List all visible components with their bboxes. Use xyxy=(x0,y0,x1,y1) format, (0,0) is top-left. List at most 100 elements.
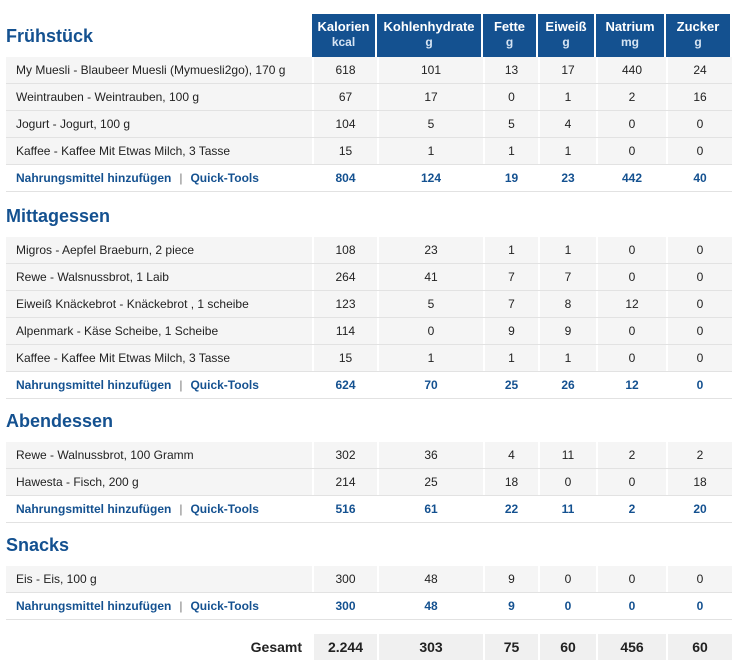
nutrient-value: 9 xyxy=(538,318,596,344)
meal-total-value: 23 xyxy=(538,165,596,191)
food-name[interactable]: Weintrauben - Weintrauben, 100 g xyxy=(6,84,312,110)
grand-total-value: 60 xyxy=(666,634,732,660)
nutrient-value: 24 xyxy=(666,57,732,83)
food-name[interactable]: Migros - Aepfel Braeburn, 2 piece xyxy=(6,237,312,263)
food-name[interactable]: My Muesli - Blaubeer Muesli (Mymuesli2go… xyxy=(6,57,312,83)
quick-tools-link[interactable]: Quick-Tools xyxy=(190,171,259,185)
nutrient-value: 4 xyxy=(483,442,538,468)
meal-title: Snacks xyxy=(6,535,70,555)
meal-total-value: 11 xyxy=(538,496,596,522)
nutrient-value: 1 xyxy=(377,138,483,164)
nutrient-value: 0 xyxy=(666,237,732,263)
food-name[interactable]: Kaffee - Kaffee Mit Etwas Milch, 3 Tasse xyxy=(6,345,312,371)
nutrient-value: 0 xyxy=(666,111,732,137)
nutrient-value: 0 xyxy=(596,138,666,164)
nutrient-value: 108 xyxy=(312,237,377,263)
nutrient-value: 0 xyxy=(666,291,732,317)
nutrient-value: 300 xyxy=(312,566,377,592)
nutrient-value: 18 xyxy=(666,469,732,495)
nutrient-value: 0 xyxy=(596,237,666,263)
nutrient-value: 5 xyxy=(377,291,483,317)
add-food-link[interactable]: Nahrungsmittel hinzufügen xyxy=(16,378,172,392)
food-name[interactable]: Rewe - Walnussbrot, 100 Gramm xyxy=(6,442,312,468)
table-row[interactable]: Rewe - Walnussbrot, 100 Gramm 302 36 4 11 2 2 xyxy=(6,442,732,469)
nutrient-value: 0 xyxy=(483,84,538,110)
meal-total-value: 2 xyxy=(596,496,666,522)
column-header-3: Eiweiß g xyxy=(538,14,596,58)
table-row[interactable]: Weintrauben - Weintrauben, 100 g 67 17 0 1 2 1… xyxy=(6,84,732,111)
nutrient-value: 264 xyxy=(312,264,377,290)
nutrient-value: 0 xyxy=(596,469,666,495)
meal-title: Mittagessen xyxy=(6,206,111,226)
meal-total-value: 0 xyxy=(666,372,732,398)
meal-total-value: 804 xyxy=(312,165,377,191)
food-name[interactable]: Jogurt - Jogurt, 100 g xyxy=(6,111,312,137)
column-unit: kcal xyxy=(331,35,356,49)
grand-total-value: 75 xyxy=(483,634,538,660)
meal-total-value: 300 xyxy=(312,593,377,619)
nutrient-value: 0 xyxy=(666,566,732,592)
food-name[interactable]: Rewe - Walsnussbrot, 1 Laib xyxy=(6,264,312,290)
nutrient-value: 9 xyxy=(483,318,538,344)
table-row[interactable]: Rewe - Walsnussbrot, 1 Laib 264 41 7 7 0 0 xyxy=(6,264,732,291)
meal-total-value: 40 xyxy=(666,165,732,191)
nutrient-value: 1 xyxy=(483,138,538,164)
separator: | xyxy=(179,502,183,516)
table-row[interactable]: Kaffee - Kaffee Mit Etwas Milch, 3 Tasse… xyxy=(6,138,732,165)
nutrient-value: 0 xyxy=(596,318,666,344)
food-name[interactable]: Eiweiß Knäckebrot - Knäckebrot , 1 schei… xyxy=(6,291,312,317)
table-row[interactable]: Eiweiß Knäckebrot - Knäckebrot , 1 schei… xyxy=(6,291,732,318)
nutrient-value: 1 xyxy=(538,138,596,164)
nutrient-value: 41 xyxy=(377,264,483,290)
quick-tools-link[interactable]: Quick-Tools xyxy=(190,502,259,516)
nutrient-value: 5 xyxy=(483,111,538,137)
grand-total-label: Gesamt xyxy=(6,634,312,660)
meal-title: Abendessen xyxy=(6,411,114,431)
nutrient-value: 1 xyxy=(538,345,596,371)
nutrient-value: 2 xyxy=(666,442,732,468)
add-food-link[interactable]: Nahrungsmittel hinzufügen xyxy=(16,171,172,185)
separator: | xyxy=(179,378,183,392)
nutrient-value: 214 xyxy=(312,469,377,495)
column-header-0: Kalorien kcal xyxy=(312,14,377,58)
table-row[interactable]: Jogurt - Jogurt, 100 g 104 5 5 4 0 0 xyxy=(6,111,732,138)
nutrient-value: 440 xyxy=(596,57,666,83)
nutrient-value: 0 xyxy=(666,345,732,371)
table-row[interactable]: My Muesli - Blaubeer Muesli (Mymuesli2go… xyxy=(6,57,732,84)
column-name: Eiweiß xyxy=(545,19,587,34)
meal-total-value: 25 xyxy=(483,372,538,398)
nutrient-value: 0 xyxy=(666,318,732,344)
meal-total-value: 0 xyxy=(538,593,596,619)
table-row[interactable]: Kaffee - Kaffee Mit Etwas Milch, 3 Tasse… xyxy=(6,345,732,372)
table-row[interactable]: Migros - Aepfel Braeburn, 2 piece 108 23 1 1… xyxy=(6,237,732,264)
meal-total-value: 26 xyxy=(538,372,596,398)
meal-total-value: 48 xyxy=(377,593,483,619)
quick-tools-link[interactable]: Quick-Tools xyxy=(190,599,259,613)
meal-total-row: Nahrungsmittel hinzufügen | Quick-Tools 804… xyxy=(6,165,732,192)
meal-total-value: 124 xyxy=(377,165,483,191)
meal-total-value: 516 xyxy=(312,496,377,522)
add-food-link[interactable]: Nahrungsmittel hinzufügen xyxy=(16,599,172,613)
meal-title: Frühstück xyxy=(6,26,94,46)
nutrient-value: 302 xyxy=(312,442,377,468)
food-name[interactable]: Eis - Eis, 100 g xyxy=(6,566,312,592)
table-row[interactable]: Alpenmark - Käse Scheibe, 1 Scheibe 114 0 9… xyxy=(6,318,732,345)
food-name[interactable]: Kaffee - Kaffee Mit Etwas Milch, 3 Tasse xyxy=(6,138,312,164)
table-row[interactable]: Eis - Eis, 100 g 300 48 9 0 0 0 xyxy=(6,566,732,593)
meal-total-value: 22 xyxy=(483,496,538,522)
column-header-4: Natrium mg xyxy=(596,14,666,58)
meal-total-value: 70 xyxy=(377,372,483,398)
meal-actions: Nahrungsmittel hinzufügen | Quick-Tools xyxy=(6,593,312,619)
nutrient-value: 0 xyxy=(666,264,732,290)
nutrient-value: 23 xyxy=(377,237,483,263)
food-name[interactable]: Hawesta - Fisch, 200 g xyxy=(6,469,312,495)
table-row[interactable]: Hawesta - Fisch, 200 g 214 25 18 0 0 18 xyxy=(6,469,732,496)
add-food-link[interactable]: Nahrungsmittel hinzufügen xyxy=(16,502,172,516)
column-header-1: Kohlenhydrate g xyxy=(377,14,483,58)
nutrient-value: 123 xyxy=(312,291,377,317)
grand-total-value: 303 xyxy=(377,634,483,660)
quick-tools-link[interactable]: Quick-Tools xyxy=(190,378,259,392)
food-name[interactable]: Alpenmark - Käse Scheibe, 1 Scheibe xyxy=(6,318,312,344)
nutrient-value: 1 xyxy=(377,345,483,371)
nutrient-value: 0 xyxy=(377,318,483,344)
